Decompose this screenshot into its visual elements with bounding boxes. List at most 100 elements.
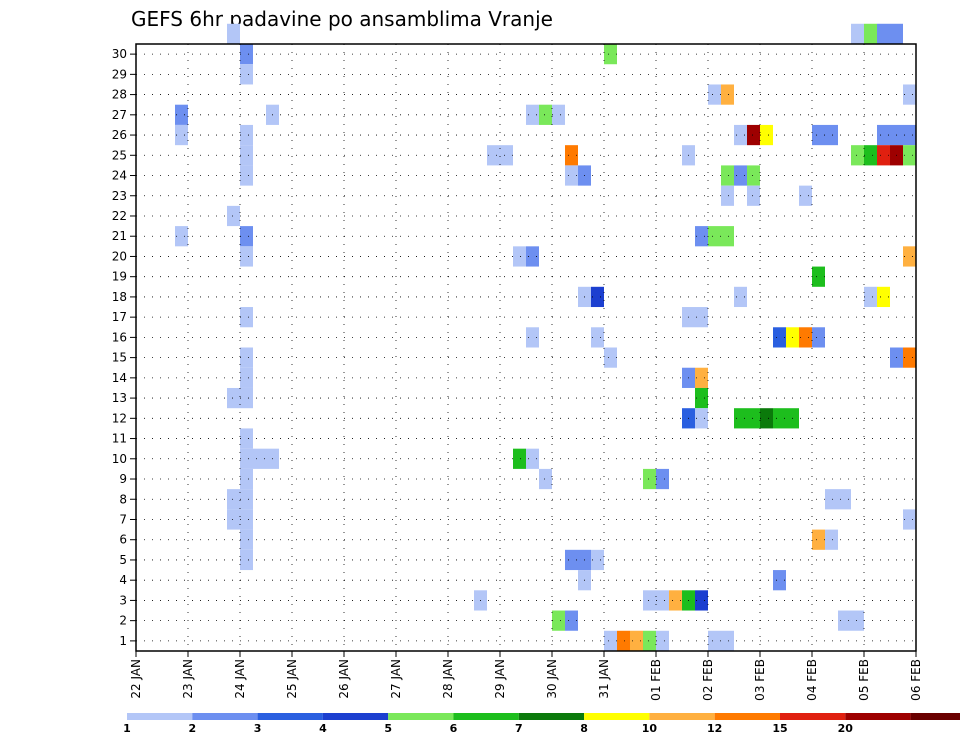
heatmap-cell	[760, 408, 773, 429]
heatmap-cell	[851, 145, 864, 166]
heatmap-cell	[240, 44, 253, 65]
heatmap-cell	[565, 165, 578, 186]
heatmap-cell	[747, 408, 760, 429]
y-tick-label: 13	[112, 391, 127, 405]
legend-swatch	[845, 713, 911, 720]
heatmap-cell	[669, 590, 682, 611]
heatmap-cell	[890, 23, 903, 44]
heatmap-cell	[604, 630, 617, 651]
heatmap-cell	[877, 124, 890, 146]
x-tick-label: 22 JAN	[129, 659, 143, 699]
legend-label: 8	[580, 722, 588, 735]
heatmap-cell	[760, 124, 773, 146]
heatmap-cell	[708, 226, 721, 247]
x-tick-label: 26 JAN	[337, 659, 351, 699]
x-tick-label: 05 FEB	[857, 659, 871, 701]
heatmap-cell	[643, 468, 656, 490]
heatmap-cell	[591, 327, 604, 348]
heatmap-cell	[591, 549, 604, 571]
x-tick-label: 06 FEB	[909, 659, 923, 701]
x-tick-label: 28 JAN	[441, 659, 455, 699]
y-tick-label: 30	[112, 47, 127, 61]
heatmap-cell	[513, 448, 526, 469]
heatmap-cell	[773, 408, 786, 429]
legend-label: 7	[515, 722, 523, 735]
heatmap-cell	[240, 387, 253, 409]
heatmap-cell	[903, 145, 916, 166]
y-tick-label: 15	[112, 351, 127, 365]
heatmap-cell	[903, 246, 916, 267]
y-tick-label: 7	[119, 512, 127, 526]
heatmap-cell	[227, 387, 240, 409]
heatmap-cell	[708, 630, 721, 651]
heatmap-cell	[695, 408, 708, 429]
legend-label: 4	[319, 722, 327, 735]
heatmap-cell	[552, 104, 565, 125]
legend-label: 5	[384, 722, 392, 735]
heatmap-cell	[825, 124, 838, 146]
heatmap-cell	[500, 145, 513, 166]
heatmap-cell	[240, 509, 253, 530]
heatmap-cell	[695, 226, 708, 247]
heatmap-cell	[734, 165, 747, 186]
heatmap-cell	[825, 489, 838, 510]
legend-label: 6	[450, 722, 458, 735]
y-tick-label: 11	[112, 432, 127, 446]
heatmap-cell	[773, 570, 786, 591]
heatmap-cell	[526, 448, 539, 469]
y-tick-label: 3	[119, 593, 127, 607]
heatmap-cell	[799, 327, 812, 348]
y-tick-label: 2	[119, 614, 127, 628]
heatmap-cell	[851, 23, 864, 44]
legend-swatch	[127, 713, 193, 720]
heatmap-cell	[864, 23, 877, 44]
heatmap-cell	[812, 266, 825, 287]
heatmap-cell	[539, 468, 552, 490]
x-tick-label: 04 FEB	[805, 659, 819, 701]
x-tick-label: 27 JAN	[389, 659, 403, 699]
x-tick-label: 30 JAN	[545, 659, 559, 699]
heatmap-cell	[721, 226, 734, 247]
y-tick-label: 21	[112, 229, 127, 243]
heatmap-cell	[227, 489, 240, 510]
y-tick-label: 23	[112, 189, 127, 203]
heatmap-cell	[903, 84, 916, 105]
heatmap-cell	[656, 468, 669, 490]
y-tick-label: 9	[119, 472, 127, 486]
heatmap-cell	[838, 489, 851, 510]
y-tick-label: 8	[119, 492, 127, 506]
heatmap-cell	[695, 307, 708, 328]
heatmap-cell	[721, 84, 734, 105]
y-tick-label: 10	[112, 452, 127, 466]
heatmap-cell	[240, 428, 253, 449]
legend-swatch	[649, 713, 715, 720]
y-tick-label: 14	[112, 371, 127, 385]
heatmap-cell	[617, 630, 630, 651]
heatmap-cell	[695, 367, 708, 388]
y-tick-label: 28	[112, 88, 127, 102]
legend-label: 15	[772, 722, 787, 735]
heatmap-cell	[175, 226, 188, 247]
heatmap-cell	[903, 124, 916, 146]
heatmap-cell	[240, 489, 253, 510]
heatmap-cell	[175, 104, 188, 125]
heatmap-cell	[240, 549, 253, 571]
heatmap-cell	[812, 529, 825, 550]
heatmap-cell	[643, 590, 656, 611]
heatmap-cell	[240, 367, 253, 388]
y-tick-label: 4	[119, 573, 127, 587]
heatmap-cell	[513, 246, 526, 267]
heatmap-cell	[240, 529, 253, 550]
heatmap-cell	[526, 104, 539, 125]
legend-swatch	[714, 713, 780, 720]
heatmap-cell	[864, 286, 877, 308]
plot-frame	[135, 43, 917, 652]
heatmap-cell	[565, 145, 578, 166]
heatmap-cell	[656, 590, 669, 611]
y-tick-label: 19	[112, 270, 127, 284]
legend-label: 10	[642, 722, 658, 735]
heatmap-cell	[864, 145, 877, 166]
heatmap-cell	[747, 124, 760, 146]
heatmap-cell	[877, 145, 890, 166]
